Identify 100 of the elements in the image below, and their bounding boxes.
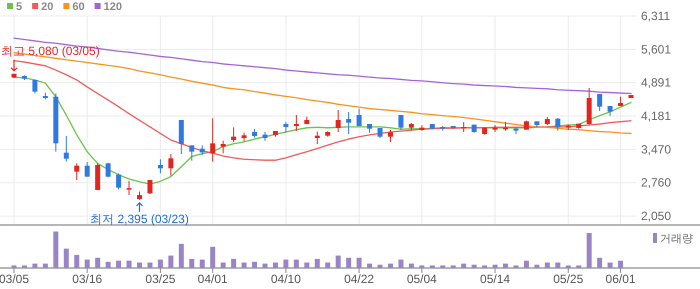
bar <box>461 264 466 268</box>
candlestick <box>346 112 352 134</box>
y-tick-label: 4,181 <box>641 109 672 124</box>
candlestick <box>597 93 602 112</box>
bar <box>210 246 216 268</box>
y-tick-label: 6,311 <box>641 9 670 23</box>
candlestick <box>220 140 226 154</box>
bar <box>555 262 560 268</box>
candlestick <box>294 114 299 132</box>
candlestick <box>147 180 152 195</box>
annotation: 최저 2,395 (03/23) <box>90 212 189 226</box>
bar <box>356 258 362 268</box>
annotation: 최고 5,080 (03/05) <box>1 44 100 58</box>
legend-label: 20 <box>41 1 54 13</box>
x-tick-label: 05/04 <box>406 272 438 286</box>
candlestick <box>158 158 163 174</box>
bar <box>472 264 477 268</box>
line-series <box>13 60 632 161</box>
legend-label: 120 <box>104 1 122 13</box>
bar <box>346 258 352 268</box>
bar <box>367 264 372 268</box>
x-tick-label: 05/14 <box>480 272 510 286</box>
bar <box>534 264 540 268</box>
bar <box>398 260 404 268</box>
bar <box>283 260 288 268</box>
x-tick-label: 03/16 <box>72 272 103 286</box>
bar <box>22 265 27 268</box>
candlestick <box>74 162 80 181</box>
x-tick-label: 04/10 <box>270 272 302 286</box>
candlestick <box>189 144 194 162</box>
bar <box>482 265 488 268</box>
line-series <box>13 76 632 185</box>
bar <box>430 265 435 268</box>
bar <box>513 265 518 268</box>
bar <box>419 265 424 268</box>
candlestick <box>126 180 132 196</box>
candlestick <box>608 106 613 117</box>
x-tick-label: 05/25 <box>553 272 584 286</box>
x-tick-label: 04/01 <box>198 272 228 286</box>
bar <box>597 258 602 268</box>
bar <box>64 248 69 268</box>
bar <box>524 260 529 268</box>
bar <box>618 260 624 268</box>
bar <box>314 258 320 268</box>
bar <box>544 262 550 268</box>
candlestick <box>64 136 69 162</box>
bar <box>304 262 310 268</box>
candlestick <box>106 162 111 178</box>
candlestick <box>283 122 288 134</box>
bar <box>492 264 498 268</box>
candlestick <box>336 110 341 133</box>
bar <box>178 244 184 268</box>
x-tick-label: 04/22 <box>344 272 374 286</box>
bar <box>84 260 90 268</box>
bar <box>408 264 414 268</box>
bar <box>126 260 132 268</box>
candlestick <box>178 120 184 155</box>
bar <box>242 262 247 268</box>
bar <box>106 262 111 268</box>
bar <box>566 265 571 268</box>
y-tick-label: 5,601 <box>641 42 672 56</box>
x-tick-label: 06/01 <box>606 272 636 286</box>
bar <box>440 265 446 268</box>
bar <box>158 260 163 268</box>
bar <box>116 260 122 268</box>
bar <box>608 262 613 268</box>
bar <box>576 265 582 268</box>
bar <box>136 262 142 268</box>
candlestick <box>555 118 560 132</box>
bar <box>586 232 592 268</box>
candlestick <box>116 172 122 190</box>
x-tick-label: 03/25 <box>145 272 176 286</box>
candlestick <box>210 118 216 162</box>
bar <box>325 262 330 268</box>
legend-label: 60 <box>72 1 85 13</box>
legend-label: 거래량 <box>660 233 693 245</box>
bar <box>95 258 100 268</box>
bar <box>231 258 236 268</box>
bar <box>220 262 226 268</box>
candlestick <box>461 122 466 133</box>
bar <box>336 256 341 268</box>
bar <box>378 264 383 268</box>
candlestick <box>314 131 320 144</box>
y-tick-label: 3,470 <box>641 142 672 156</box>
bar <box>294 260 299 268</box>
candlestick <box>32 80 38 94</box>
candlestick <box>168 154 174 176</box>
y-tick-label: 2,760 <box>641 176 672 190</box>
bar <box>32 264 38 268</box>
bar <box>74 254 80 268</box>
candlestick <box>84 162 90 178</box>
legend-label: 5 <box>16 1 22 13</box>
bar <box>12 265 16 268</box>
y-tick-label: 2,050 <box>641 209 672 224</box>
candlestick <box>356 108 362 127</box>
bar <box>252 262 258 268</box>
bar <box>450 265 456 268</box>
bar <box>189 258 194 268</box>
bar <box>272 262 278 268</box>
candlestick <box>231 126 236 143</box>
